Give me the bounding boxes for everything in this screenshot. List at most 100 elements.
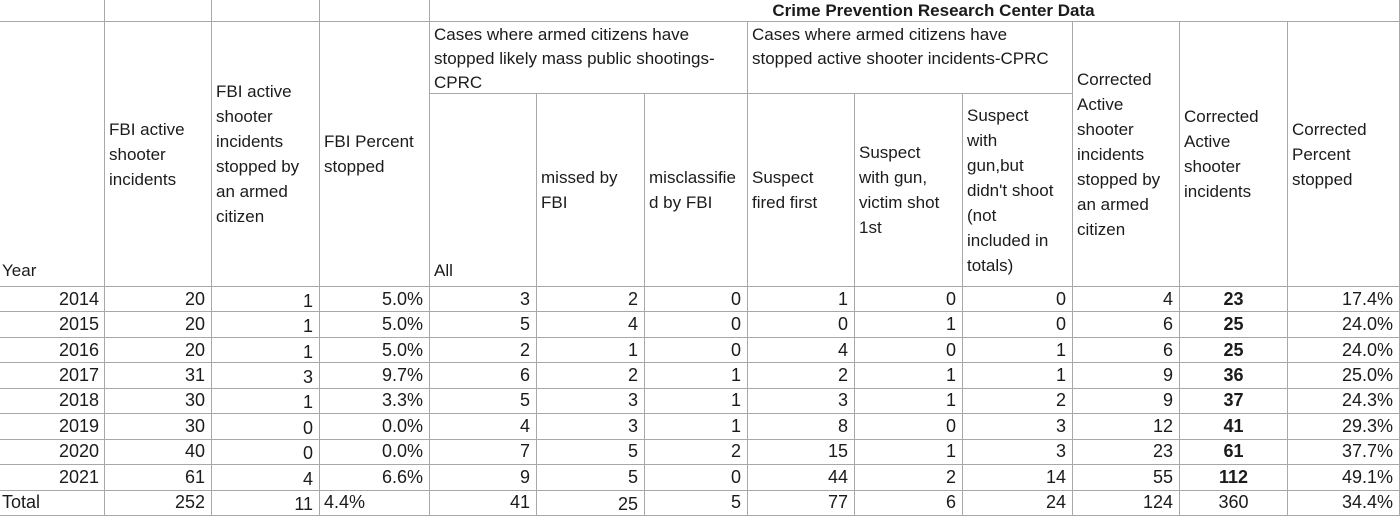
table-cell[interactable]: 61 (1180, 439, 1288, 466)
table-cell[interactable]: 14 (963, 465, 1073, 491)
table-cell[interactable]: 2 (963, 388, 1073, 415)
table-cell[interactable]: 4 (1073, 287, 1180, 313)
table-cell[interactable]: 0 (748, 312, 855, 338)
col-header-fbi-incidents[interactable]: FBI active shooter incidents (105, 22, 212, 287)
table-cell[interactable]: 23 (1073, 439, 1180, 466)
table-cell[interactable]: 31 (105, 363, 212, 389)
table-cell[interactable]: 36 (1180, 363, 1288, 389)
table-cell[interactable]: 3 (537, 388, 645, 415)
table-cell[interactable]: 112 (1180, 465, 1288, 491)
table-cell[interactable]: 1 (212, 312, 320, 338)
table-cell[interactable]: 25 (1180, 337, 1288, 364)
table-cell[interactable]: 3 (963, 439, 1073, 466)
table-cell[interactable]: 25 (1180, 312, 1288, 338)
table-cell[interactable]: 5 (537, 439, 645, 466)
empty-cell[interactable] (0, 0, 105, 22)
col-header-all[interactable]: All (430, 94, 537, 287)
table-cell[interactable]: 0 (855, 414, 963, 440)
table-cell[interactable]: 77 (748, 490, 855, 516)
table-cell[interactable]: 252 (105, 490, 212, 516)
table-cell[interactable]: 0.0% (320, 414, 430, 440)
table-cell[interactable]: 4 (537, 312, 645, 338)
table-cell[interactable]: 1 (855, 363, 963, 389)
table-cell[interactable]: 0 (212, 414, 320, 440)
col-header-fbi-stopped[interactable]: FBI active shooter incidents stopped by … (212, 22, 320, 287)
table-cell[interactable]: 3 (748, 388, 855, 415)
group-header-active-shooter[interactable]: Cases where armed citizens have stopped … (748, 22, 1073, 94)
table-cell[interactable]: 2 (537, 363, 645, 389)
table-cell[interactable]: 24.3% (1288, 388, 1400, 415)
table-cell[interactable]: 360 (1180, 490, 1288, 516)
col-header-misclassified-by-fbi[interactable]: misclassified by FBI (645, 94, 748, 287)
table-cell[interactable]: 44 (748, 465, 855, 491)
table-cell[interactable]: 7 (430, 439, 537, 466)
table-cell[interactable]: 49.1% (1288, 465, 1400, 491)
table-cell[interactable]: 3.3% (320, 388, 430, 415)
table-cell[interactable]: 1 (748, 287, 855, 313)
table-cell[interactable]: 1 (963, 363, 1073, 389)
table-cell[interactable]: 3 (537, 414, 645, 440)
table-cell[interactable]: 37 (1180, 388, 1288, 415)
table-cell[interactable]: 5 (430, 388, 537, 415)
table-cell[interactable]: 0 (645, 312, 748, 338)
empty-cell[interactable] (105, 0, 212, 22)
table-cell[interactable]: 37.7% (1288, 439, 1400, 466)
table-cell[interactable]: 1 (855, 312, 963, 338)
col-header-missed-by-fbi[interactable]: missed by FBI (537, 94, 645, 287)
table-cell[interactable]: 41 (1180, 414, 1288, 440)
col-header-corrected-percent[interactable]: Corrected Percent stopped (1288, 22, 1400, 287)
table-cell[interactable]: 1 (212, 388, 320, 415)
table-cell[interactable]: 40 (105, 439, 212, 466)
table-cell[interactable]: 2 (645, 439, 748, 466)
table-cell[interactable]: 1 (645, 414, 748, 440)
table-cell[interactable]: 11 (212, 490, 320, 516)
table-cell[interactable]: 0 (855, 337, 963, 364)
table-cell[interactable]: 5 (537, 465, 645, 491)
table-cell[interactable]: 5.0% (320, 337, 430, 364)
table-cell[interactable]: 30 (105, 414, 212, 440)
table-cell[interactable]: 2 (537, 287, 645, 313)
col-header-fbi-percent[interactable]: FBI Percent stopped (320, 22, 430, 287)
table-cell[interactable]: 1 (855, 439, 963, 466)
table-cell[interactable]: 1 (212, 337, 320, 364)
table-cell[interactable]: 4 (430, 414, 537, 440)
table-cell[interactable]: 29.3% (1288, 414, 1400, 440)
table-cell[interactable]: 12 (1073, 414, 1180, 440)
table-cell[interactable]: 55 (1073, 465, 1180, 491)
sheet-title[interactable]: Crime Prevention Research Center Data (430, 0, 1400, 22)
table-cell[interactable]: 24.0% (1288, 337, 1400, 364)
table-cell[interactable]: 2 (748, 363, 855, 389)
table-cell[interactable]: 0 (963, 312, 1073, 338)
empty-cell[interactable] (320, 0, 430, 22)
table-cell[interactable]: 30 (105, 388, 212, 415)
table-cell[interactable]: 1 (537, 337, 645, 364)
table-cell[interactable]: 34.4% (1288, 490, 1400, 516)
table-cell[interactable]: 5 (430, 312, 537, 338)
table-cell[interactable]: 1 (645, 388, 748, 415)
table-cell[interactable]: 8 (748, 414, 855, 440)
col-header-suspect-didnt-shoot[interactable]: Suspect with gun,but didn't shoot (not i… (963, 94, 1073, 287)
table-cell[interactable]: 1 (212, 287, 320, 313)
table-cell[interactable]: 1 (963, 337, 1073, 364)
table-cell[interactable]: 3 (212, 363, 320, 389)
col-header-corrected-incidents[interactable]: Corrected Active shooter incidents (1180, 22, 1288, 287)
table-cell[interactable]: 9 (1073, 363, 1180, 389)
table-cell[interactable]: 4 (748, 337, 855, 364)
row-header-cell[interactable]: 2016 (0, 337, 105, 364)
table-cell[interactable]: 3 (430, 287, 537, 313)
row-header-cell[interactable]: 2021 (0, 465, 105, 491)
table-cell[interactable]: 23 (1180, 287, 1288, 313)
table-cell[interactable]: 24 (963, 490, 1073, 516)
table-cell[interactable]: 1 (645, 363, 748, 389)
row-header-cell[interactable]: 2020 (0, 439, 105, 466)
table-cell[interactable]: 2 (855, 465, 963, 491)
table-cell[interactable]: 3 (963, 414, 1073, 440)
row-header-cell[interactable]: 2019 (0, 414, 105, 440)
row-header-cell[interactable]: 2018 (0, 388, 105, 415)
table-cell[interactable]: 124 (1073, 490, 1180, 516)
table-cell[interactable]: 4 (212, 465, 320, 491)
table-cell[interactable]: 41 (430, 490, 537, 516)
table-cell[interactable]: 20 (105, 287, 212, 313)
col-header-suspect-fired-first[interactable]: Suspect fired first (748, 94, 855, 287)
table-cell[interactable]: 9.7% (320, 363, 430, 389)
